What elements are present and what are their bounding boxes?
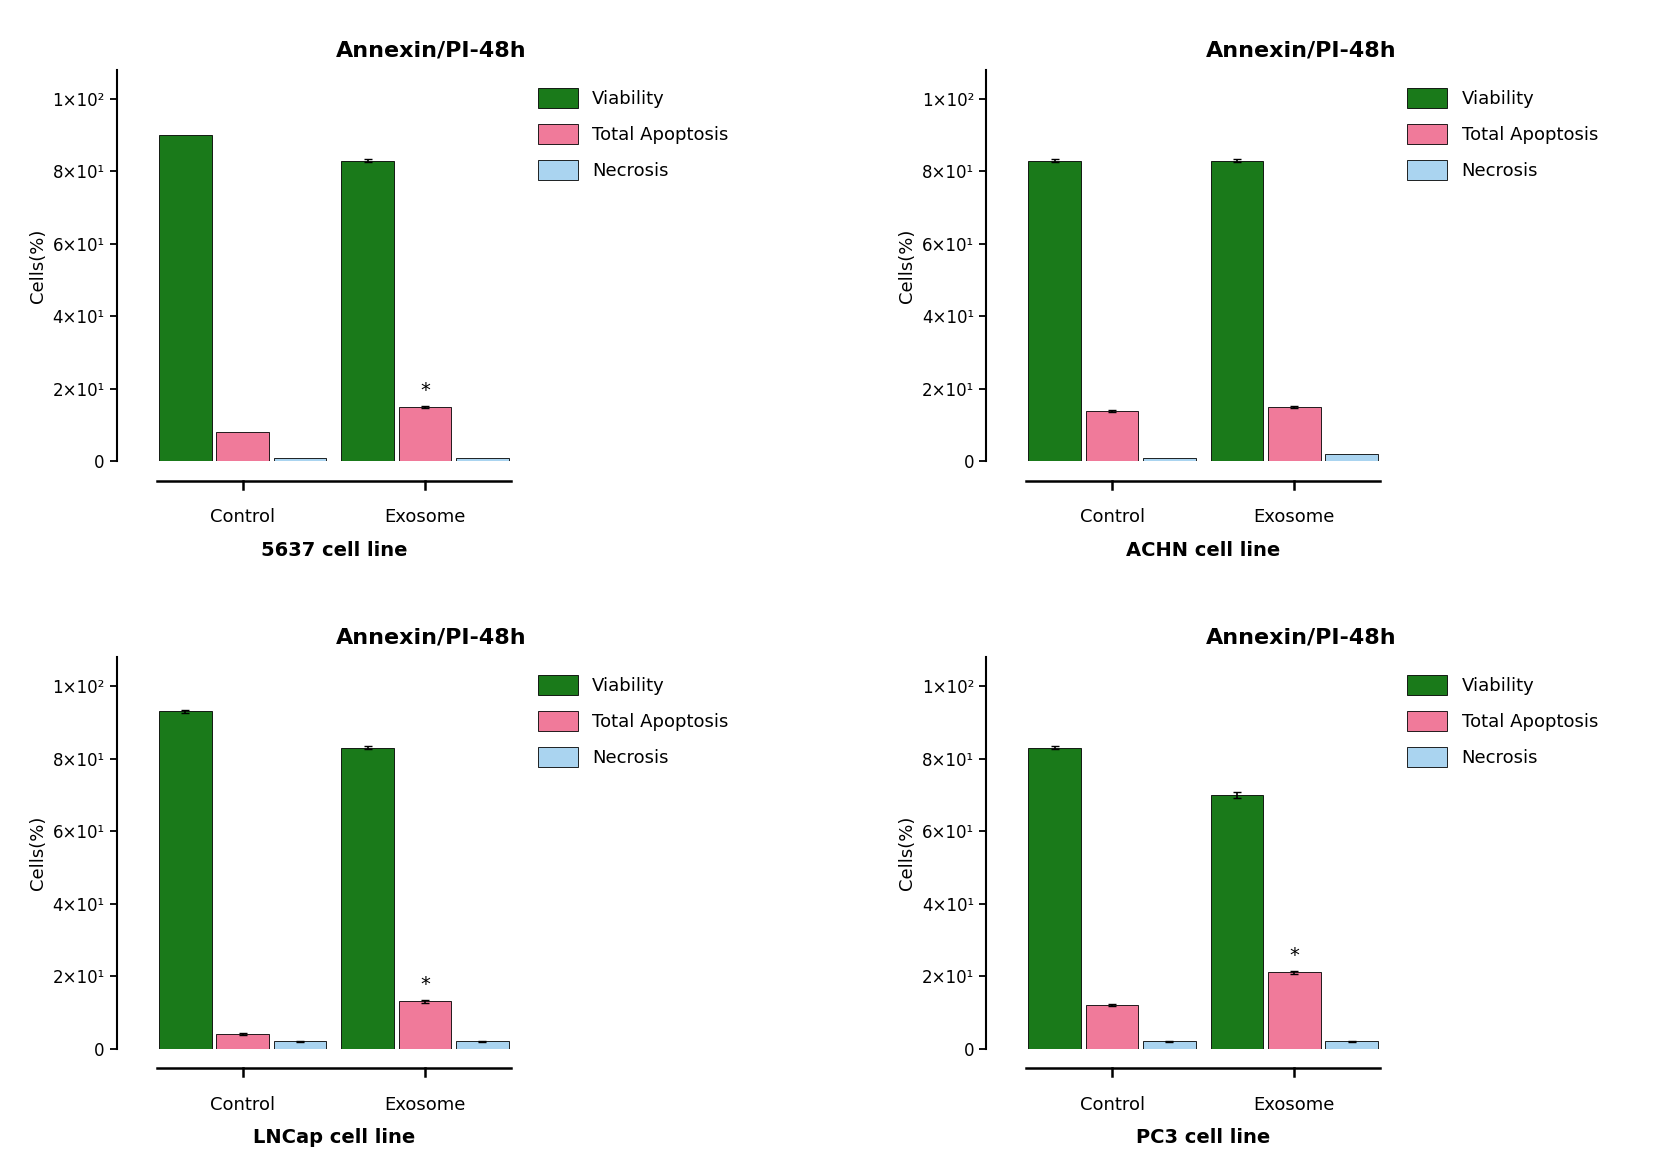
Text: Control: Control [210,508,275,527]
Text: Exosome: Exosome [1254,508,1334,527]
Text: Exosome: Exosome [385,508,466,527]
Bar [1086,1005,1138,1048]
Text: Control: Control [1080,508,1145,527]
Y-axis label: Cells(%): Cells(%) [898,228,916,303]
Bar [1268,407,1321,461]
Text: 5637 cell line: 5637 cell line [260,541,407,560]
Bar [1268,973,1321,1048]
Bar [1326,1042,1378,1048]
Bar [1143,458,1196,461]
Text: Control: Control [1080,1095,1145,1114]
Title: Annexin/PI-48h: Annexin/PI-48h [337,40,526,61]
Legend: Viability, Total Apoptosis, Necrosis: Viability, Total Apoptosis, Necrosis [530,79,738,189]
Bar [342,161,395,461]
Bar [158,135,212,461]
Text: ACHN cell line: ACHN cell line [1126,541,1281,560]
Text: PC3 cell line: PC3 cell line [1136,1128,1271,1148]
Bar [1028,748,1081,1048]
Text: *: * [420,975,430,995]
Title: Annexin/PI-48h: Annexin/PI-48h [337,627,526,648]
Text: LNCap cell line: LNCap cell line [253,1128,415,1148]
Legend: Viability, Total Apoptosis, Necrosis: Viability, Total Apoptosis, Necrosis [1398,79,1608,189]
Title: Annexin/PI-48h: Annexin/PI-48h [1206,627,1396,648]
Title: Annexin/PI-48h: Annexin/PI-48h [1206,40,1396,61]
Bar [398,407,451,461]
Text: Exosome: Exosome [385,1095,466,1114]
Bar [1326,454,1378,461]
Text: *: * [420,381,430,400]
Y-axis label: Cells(%): Cells(%) [28,816,47,890]
Legend: Viability, Total Apoptosis, Necrosis: Viability, Total Apoptosis, Necrosis [530,666,738,776]
Bar [342,748,395,1048]
Bar [217,432,268,461]
Bar [456,458,508,461]
Y-axis label: Cells(%): Cells(%) [28,228,47,303]
Text: Exosome: Exosome [1254,1095,1334,1114]
Bar [398,1002,451,1048]
Text: Control: Control [210,1095,275,1114]
Bar [273,1042,327,1048]
Bar [1028,161,1081,461]
Text: *: * [1289,946,1299,965]
Y-axis label: Cells(%): Cells(%) [898,816,916,890]
Bar [1211,795,1263,1048]
Bar [273,458,327,461]
Bar [217,1035,268,1048]
Bar [456,1042,508,1048]
Bar [1086,410,1138,461]
Legend: Viability, Total Apoptosis, Necrosis: Viability, Total Apoptosis, Necrosis [1398,666,1608,776]
Bar [1211,161,1263,461]
Bar [1143,1042,1196,1048]
Bar [158,712,212,1048]
